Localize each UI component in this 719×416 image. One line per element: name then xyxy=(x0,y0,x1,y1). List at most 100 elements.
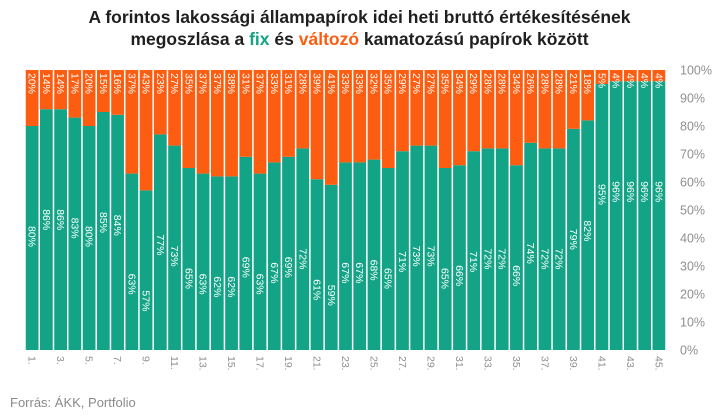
bar-valtozo-31 xyxy=(453,70,466,166)
label-valtozo-6: 15% xyxy=(97,73,109,94)
label-fix-13: 63% xyxy=(197,274,209,295)
label-fix-6: 85% xyxy=(97,212,109,233)
title-fix-word: fix xyxy=(249,29,270,49)
label-fix-20: 72% xyxy=(296,248,308,269)
y-tick-label: 80% xyxy=(680,120,705,134)
x-tick-label: 35. xyxy=(510,356,522,371)
bar-fix-5 xyxy=(82,126,96,350)
label-fix-29: 73% xyxy=(424,246,436,267)
bar-fix-7 xyxy=(111,114,124,350)
label-valtozo-18: 33% xyxy=(268,73,280,94)
bar-fix-45 xyxy=(652,81,666,350)
label-valtozo-22: 41% xyxy=(325,73,337,94)
label-valtozo-26: 35% xyxy=(382,73,394,94)
source-note: Forrás: ÁKK, Portfolio xyxy=(10,395,136,410)
bar-fix-32 xyxy=(467,151,481,350)
y-tick-label: 50% xyxy=(680,204,705,218)
label-fix-38: 72% xyxy=(553,248,565,269)
bar-fix-9 xyxy=(139,190,153,350)
bar-valtozo-19 xyxy=(282,70,295,157)
label-valtozo-13: 37% xyxy=(197,73,209,94)
bar-fix-24 xyxy=(353,162,367,350)
label-fix-10: 77% xyxy=(154,234,166,255)
label-valtozo-29: 27% xyxy=(424,73,436,94)
label-fix-19: 69% xyxy=(282,257,294,278)
label-fix-26: 65% xyxy=(382,268,394,289)
bar-valtozo-42 xyxy=(609,70,623,82)
label-fix-43: 96% xyxy=(624,181,636,202)
bar-fix-17 xyxy=(253,173,267,350)
bar-valtozo-13 xyxy=(196,70,210,174)
label-fix-32: 71% xyxy=(467,251,479,272)
chart-title: A forintos lakossági állampapírok idei h… xyxy=(0,6,719,50)
bar-valtozo-24 xyxy=(353,70,367,163)
label-valtozo-5: 20% xyxy=(83,73,95,94)
bar-valtozo-22 xyxy=(324,70,338,185)
x-tick-label: 23. xyxy=(339,356,351,371)
x-tick-label: 3. xyxy=(54,356,66,365)
bar-fix-11 xyxy=(168,145,181,350)
label-valtozo-21: 39% xyxy=(311,73,323,94)
label-valtozo-4: 17% xyxy=(68,73,80,94)
label-valtozo-37: 28% xyxy=(538,73,550,94)
label-valtozo-33: 28% xyxy=(481,73,493,94)
label-fix-15: 62% xyxy=(225,276,237,297)
bar-valtozo-7 xyxy=(111,70,124,115)
bar-valtozo-26 xyxy=(381,70,395,168)
y-tick-label: 0% xyxy=(680,344,698,358)
label-fix-37: 72% xyxy=(538,248,550,269)
y-tick-label: 30% xyxy=(680,260,705,274)
bar-valtozo-5 xyxy=(82,70,96,126)
label-valtozo-12: 35% xyxy=(182,73,194,94)
label-fix-42: 96% xyxy=(610,181,622,202)
y-tick-label: 10% xyxy=(680,316,705,330)
label-fix-31: 66% xyxy=(453,265,465,286)
label-valtozo-35: 34% xyxy=(510,73,522,94)
x-tick-label: 33. xyxy=(481,356,493,371)
label-valtozo-17: 37% xyxy=(254,73,266,94)
bar-fix-14 xyxy=(210,176,224,350)
bar-valtozo-28 xyxy=(410,70,424,146)
x-tick-label: 21. xyxy=(311,356,323,371)
label-fix-22: 59% xyxy=(325,285,337,306)
label-valtozo-42: 4% xyxy=(610,73,622,88)
bar-fix-21 xyxy=(310,179,324,350)
bar-fix-33 xyxy=(481,148,495,350)
x-tick-label: 27. xyxy=(396,356,408,371)
bar-valtozo-30 xyxy=(438,70,452,168)
bar-valtozo-20 xyxy=(296,70,310,149)
bar-fix-19 xyxy=(282,156,295,350)
label-valtozo-40: 18% xyxy=(581,73,593,94)
label-fix-1: 80% xyxy=(26,226,38,247)
bar-valtozo-1 xyxy=(25,70,39,126)
title-line-2-suffix: kamatozású papírok között xyxy=(359,29,589,49)
bar-fix-37 xyxy=(538,148,552,350)
x-tick-label: 7. xyxy=(111,356,123,365)
bar-valtozo-6 xyxy=(96,70,110,112)
bar-valtozo-18 xyxy=(267,70,281,163)
bar-fix-35 xyxy=(510,165,523,350)
label-valtozo-7: 16% xyxy=(111,73,123,94)
x-tick-label: 43. xyxy=(624,356,636,371)
bar-fix-1 xyxy=(25,126,39,350)
bar-fix-6 xyxy=(96,112,110,350)
bar-valtozo-41 xyxy=(595,70,609,84)
bar-fix-41 xyxy=(595,84,609,350)
label-valtozo-43: 4% xyxy=(624,73,636,88)
bar-fix-36 xyxy=(524,142,538,350)
label-valtozo-16: 31% xyxy=(239,73,251,94)
x-tick-label: 31. xyxy=(453,356,465,371)
x-tick-label: 5. xyxy=(83,356,95,365)
label-valtozo-8: 37% xyxy=(125,73,137,94)
label-valtozo-30: 35% xyxy=(439,73,451,94)
bar-fix-15 xyxy=(225,176,238,350)
label-fix-39: 79% xyxy=(567,229,579,250)
bar-valtozo-11 xyxy=(168,70,181,146)
bar-valtozo-43 xyxy=(624,70,637,82)
bar-fix-31 xyxy=(453,165,466,350)
x-tick-label: 19. xyxy=(282,356,294,371)
label-valtozo-45: 4% xyxy=(652,73,664,88)
bar-valtozo-10 xyxy=(153,70,167,135)
label-valtozo-15: 38% xyxy=(225,73,237,94)
label-valtozo-11: 27% xyxy=(168,73,180,94)
